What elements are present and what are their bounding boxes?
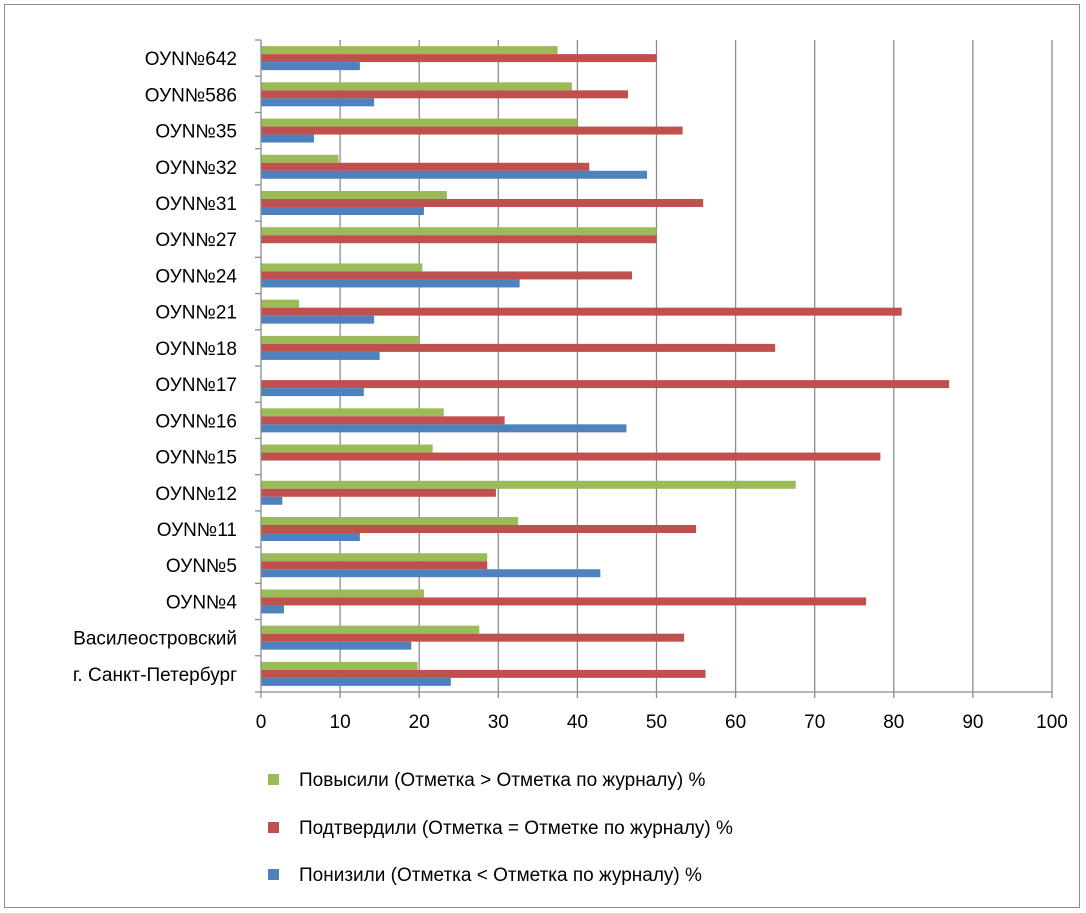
bar-increased [261,263,423,272]
x-tick-label: 10 [330,712,351,733]
chart-frame: ОУN№642 ОУN№586 ОУN№35 ОУN№32 ОУN№31 ОУN№27 ОУ… [4,4,1080,908]
x-tick-label: 70 [804,712,825,733]
bar-confirmed [261,126,683,135]
bar-increased [261,191,447,199]
category-label: ОУN№27 [155,230,237,251]
bar-confirmed [261,561,488,570]
x-tick-label: 90 [962,712,983,733]
category-label: ОУN№586 [145,85,237,106]
bar-increased [261,227,657,236]
bar-increased [261,82,572,91]
bar-confirmed [261,307,902,316]
bar-increased [261,625,480,634]
bar-decreased [261,424,627,433]
bar-decreased [261,62,360,71]
legend: Повысили (Отметка > Отметка по журналу) … [268,770,733,886]
bar-increased [261,517,519,525]
bar-increased [261,589,424,598]
category-label: Василеостровский [73,629,237,650]
bar-confirmed [261,452,881,461]
legend-label: Понизили (Отметка < Отметка по журналу) … [299,865,702,886]
bar-increased [261,154,339,163]
bar-decreased [261,569,601,578]
bar-chart: ОУN№642 ОУN№586 ОУN№35 ОУN№32 ОУN№31 ОУN№27 ОУ… [73,39,1068,886]
bar-decreased [261,605,284,614]
category-labels: ОУN№642 ОУN№586 ОУN№35 ОУN№32 ОУN№31 ОУN№27 ОУ… [73,49,238,686]
x-tick-label: 40 [567,712,588,733]
bar-increased [261,299,299,308]
category-label: ОУN№5 [166,556,237,577]
bar-confirmed [261,488,496,497]
axes [255,39,1053,698]
bar-confirmed [261,669,706,678]
category-label: ОУN№11 [157,520,237,541]
x-tick-label: 60 [725,712,746,733]
legend-swatch [268,822,279,833]
category-label: ОУN№16 [155,411,237,432]
bar-increased [261,661,418,670]
bar-decreased [261,315,375,324]
category-label: ОУN№12 [155,484,237,505]
category-label: ОУN№17 [155,375,237,396]
category-label: ОУN№35 [155,122,237,143]
bar-confirmed [261,597,867,606]
x-tick-label: 0 [256,712,267,733]
bar-confirmed [261,271,632,280]
bar-decreased [261,134,314,143]
x-tick-label: 50 [646,712,667,733]
bar-confirmed [261,416,505,425]
category-label: ОУN№18 [155,339,237,360]
bar-confirmed [261,162,590,171]
bar-decreased [261,533,360,541]
legend-swatch [268,869,279,880]
bar-confirmed [261,54,657,63]
legend-label: Подтвердили (Отметка = Отметке по журнал… [299,818,733,839]
category-label: ОУN№4 [166,592,238,613]
x-tick-label: 20 [409,712,430,733]
bar-increased [261,480,796,489]
bar-decreased [261,351,380,360]
category-label: г. Санкт-Петербург [73,665,237,686]
bar-increased [261,46,558,55]
bar-confirmed [261,90,629,99]
category-label: ОУN№21 [155,303,237,324]
x-tick-label: 100 [1036,712,1068,733]
bar-decreased [261,279,520,288]
bars [261,46,950,686]
bar-increased [261,335,420,344]
bar-confirmed [261,380,950,389]
bar-confirmed [261,199,704,207]
bar-decreased [261,641,412,650]
bar-decreased [261,170,648,179]
legend-swatch [268,774,279,785]
category-label: ОУN№31 [155,194,237,215]
bar-decreased [261,677,451,686]
bar-decreased [261,496,283,505]
bar-increased [261,408,444,417]
category-label: ОУN№642 [145,49,237,70]
legend-label: Повысили (Отметка > Отметка по журналу) … [299,770,705,791]
bar-decreased [261,98,375,107]
bar-decreased [261,207,424,215]
bar-increased [261,553,488,562]
x-tick-labels: 0 10 20 30 40 50 60 70 80 90 100 [256,712,1068,733]
bar-increased [261,444,433,453]
bar-decreased [261,388,364,397]
bar-increased [261,118,578,127]
x-tick-label: 80 [883,712,904,733]
category-label: ОУN№24 [155,266,237,287]
bar-confirmed [261,633,685,642]
bar-confirmed [261,525,697,533]
category-label: ОУN№32 [155,158,237,179]
bar-confirmed [261,235,657,244]
category-label: ОУN№15 [155,448,237,469]
x-tick-label: 30 [488,712,509,733]
bar-confirmed [261,343,776,352]
gridlines [339,40,1053,692]
